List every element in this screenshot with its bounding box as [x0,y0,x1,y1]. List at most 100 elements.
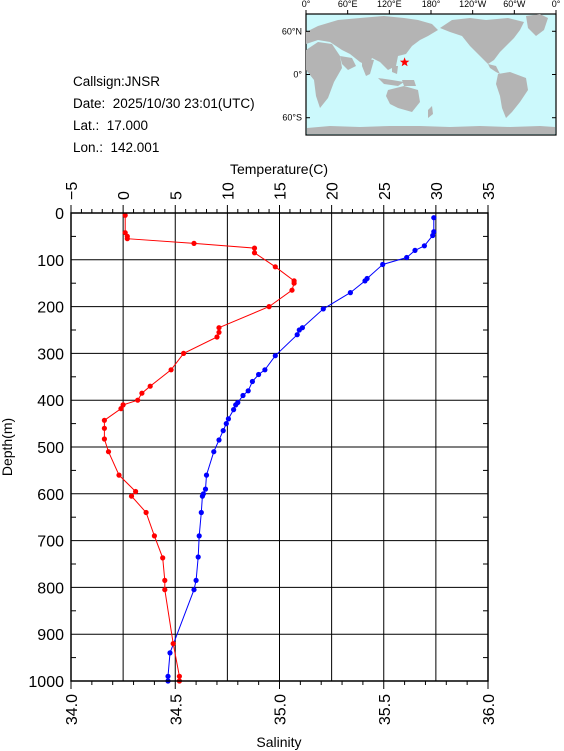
temperature-point [225,416,231,422]
salinity-tick-label: 35.0 [273,694,290,725]
map-lat-label: 0° [293,70,302,80]
temperature-point [198,509,204,516]
salinity-point [176,673,182,679]
temperature-point [380,261,386,268]
salinity-point [168,367,174,373]
salinity-point [133,488,139,495]
map-lat-label: 60°S [282,113,302,123]
station-marker-icon [399,57,410,67]
salinity-point [101,417,107,423]
salinity-point [191,240,197,246]
depth-tick-label: 700 [37,534,64,551]
temperature-point [262,367,268,373]
map-lon-label: 180° [422,0,441,9]
temperature-point [193,577,199,584]
salinity-point [135,397,141,403]
temperature-point [404,254,410,261]
temperature-tick-label: 35 [481,182,498,200]
temperature-point [430,232,436,239]
map-lon-label: 0° [302,0,311,9]
temperature-tick-label: 25 [377,182,394,200]
salinity-tick-label: 36.0 [481,694,498,725]
temperature-point [165,673,171,679]
temperature-point [220,428,226,434]
salinity-point [162,587,168,593]
salinity-point [181,350,187,356]
temperature-tick-label: 5 [168,191,185,200]
salinity-axis-title: Salinity [256,734,301,750]
salinity-point [151,533,157,539]
temperature-axis-title: Temperature(C) [230,161,328,177]
temperature-tick-label: 0 [116,191,133,200]
depth-tick-label: 800 [37,580,64,597]
salinity-point [118,406,124,412]
depth-tick-label: 600 [37,487,64,504]
salinity-point [101,436,107,442]
station-info: Callsign:JNSR Date: 2025/10/30 23:01(UTC… [73,71,255,159]
map-land [306,14,555,134]
temperature-line [167,217,435,681]
temperature-point [191,587,197,593]
salinity-point [170,641,176,647]
salinity-point [214,334,220,340]
temperature-point [421,243,427,249]
map-lon-label: 0° [552,0,561,9]
depth-tick-label: 400 [37,393,64,410]
temperature-point [296,327,302,333]
temperature-point [272,353,278,359]
salinity-point [216,329,222,335]
temperature-point [216,437,222,443]
temperature-point [362,278,368,284]
salinity-point [289,287,295,293]
temperature-point [195,554,201,560]
temperature-tick-label: 15 [273,182,290,200]
temperature-point [202,486,209,492]
temperature-point [320,306,326,312]
temperature-tick-label: 10 [220,182,237,200]
depth-tick-label: 100 [37,253,64,270]
salinity-point [162,577,168,584]
temperature-point [294,332,300,338]
salinity-point [251,250,258,256]
map-lon-label: 120°W [459,0,487,9]
temperature-point [431,215,437,221]
plot-frame [70,212,489,682]
map-lon-label: 120°E [377,0,402,9]
salinity-point [143,509,149,516]
salinity-point [128,493,135,499]
temperature-point [256,371,262,378]
latitude-text: Lat.: 17.000 [73,118,149,133]
depth-tick-label: 900 [37,627,64,644]
map-lon-label: 60°W [503,0,526,9]
depth-tick-label: 200 [37,300,64,317]
salinity-point [101,425,107,431]
temperature-point [167,650,173,656]
salinity-tick-label: 34.0 [64,694,81,725]
temperature-point [240,392,246,399]
temperature-tick-label: 30 [429,182,446,200]
salinity-point [272,264,278,270]
salinity-point [216,325,222,331]
temperature-point [233,402,239,408]
salinity-point [266,304,272,310]
temperature-point [199,493,205,499]
callsign-text: Callsign:JNSR [73,74,161,89]
salinity-point [160,555,166,561]
salinity-point [124,236,130,242]
temperature-point [211,449,217,455]
salinity-tick-label: 35.5 [377,694,394,725]
depth-tick-label: 300 [37,346,64,363]
map-lon-label: 60°E [338,0,358,9]
temperature-point [223,421,229,427]
salinity-point [139,390,145,396]
salinity-point [116,472,122,478]
date-text: Date: 2025/10/30 23:01(UTC) [73,96,255,111]
temperature-point [231,407,237,413]
temperature-point [412,247,418,253]
temperature-point [249,378,255,385]
temperature-point [196,533,202,539]
temperature-tick-label: 20 [325,182,342,200]
temperature-point [245,388,251,394]
